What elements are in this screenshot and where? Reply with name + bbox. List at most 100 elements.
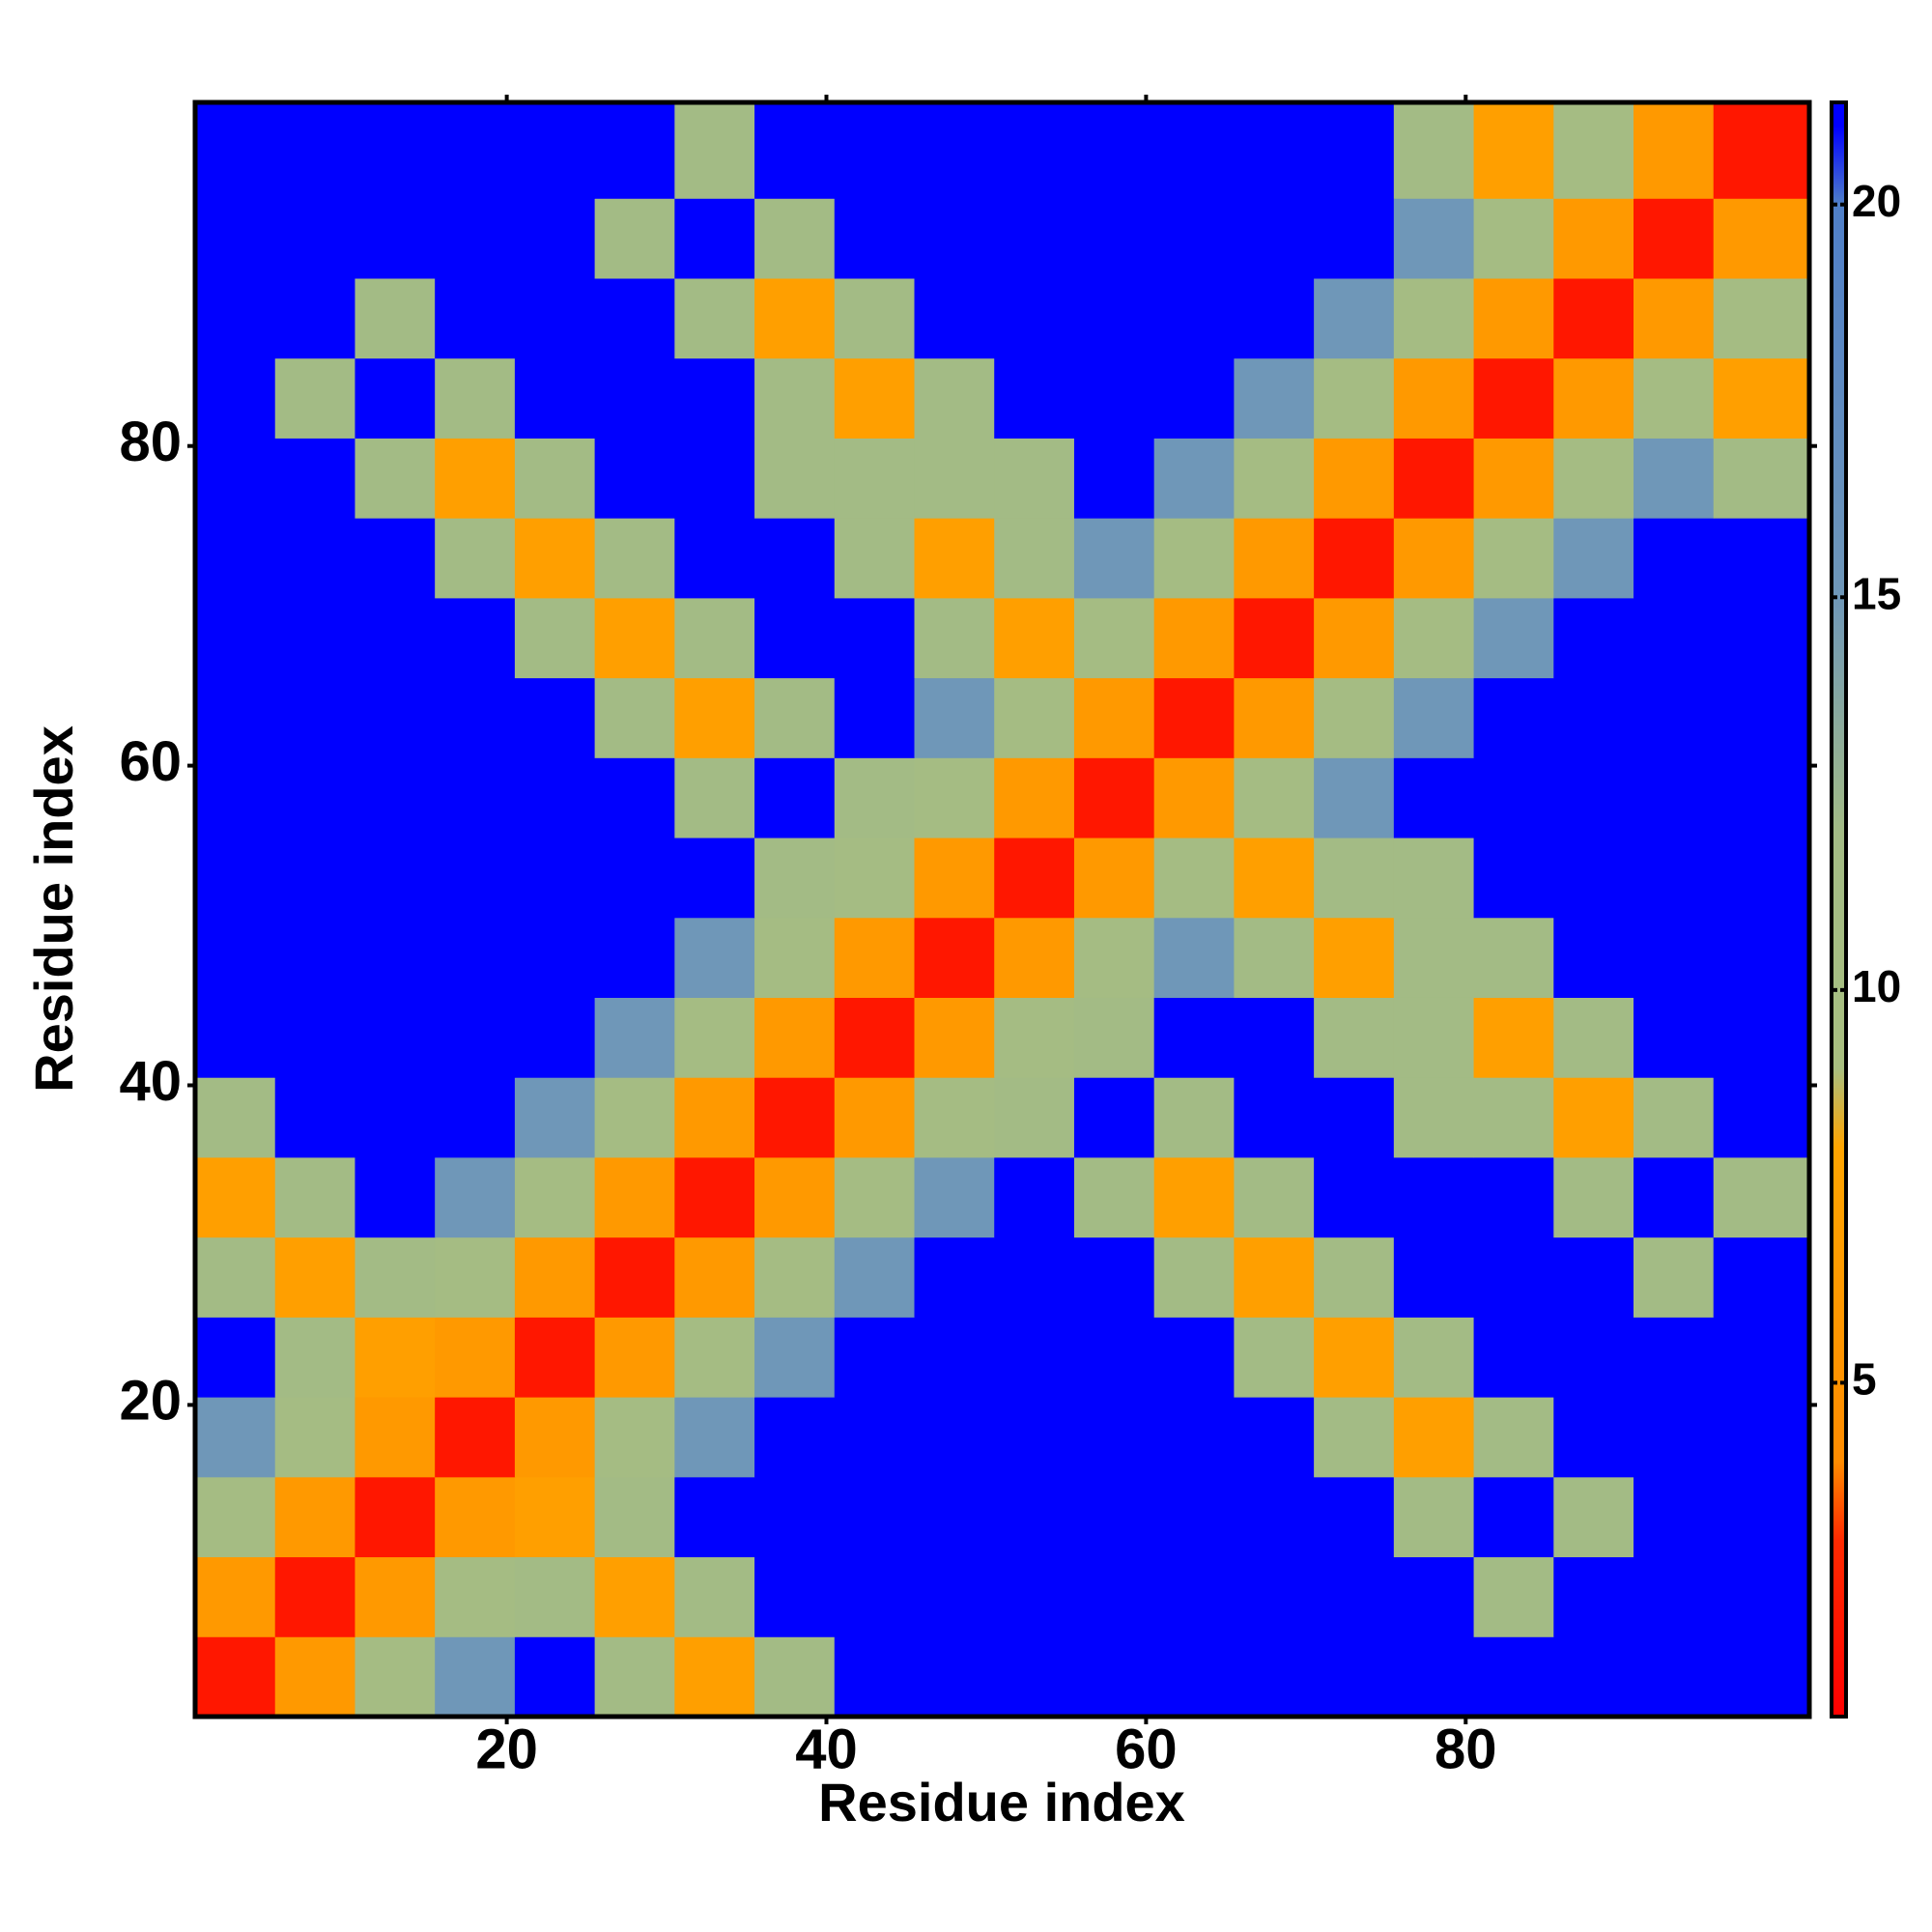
heatmap-cell xyxy=(754,357,836,439)
heatmap-cell xyxy=(1473,917,1554,998)
heatmap-cell xyxy=(514,1397,596,1478)
colorbar-tick-label: 10 xyxy=(1852,961,1901,1011)
heatmap-cell xyxy=(1073,1476,1155,1558)
heatmap-cell xyxy=(754,1556,836,1637)
heatmap-cell xyxy=(594,518,675,599)
heatmap-cell xyxy=(195,357,276,439)
heatmap-cell xyxy=(1153,838,1235,919)
heatmap-cell xyxy=(994,438,1075,519)
heatmap-cell xyxy=(754,1397,836,1478)
heatmap-cell xyxy=(1073,1236,1155,1318)
heatmap-cell xyxy=(355,1397,436,1478)
heatmap-cell xyxy=(355,518,436,599)
heatmap-cell xyxy=(754,277,836,359)
heatmap-cell xyxy=(1634,277,1715,359)
heatmap-cell xyxy=(195,917,276,998)
heatmap-cell xyxy=(514,757,596,838)
heatmap-cell xyxy=(594,917,675,998)
heatmap-cell xyxy=(1073,677,1155,758)
heatmap-cell xyxy=(1073,1556,1155,1637)
heatmap-cell xyxy=(754,1317,836,1398)
heatmap-cell xyxy=(1553,277,1634,359)
heatmap-cell xyxy=(1314,1236,1395,1318)
x-tick-label: 20 xyxy=(475,1718,538,1780)
heatmap-cell xyxy=(1153,1077,1235,1158)
heatmap-cell xyxy=(355,997,436,1078)
heatmap-cell xyxy=(914,357,995,439)
heatmap-cell xyxy=(914,1556,995,1637)
heatmap-cell xyxy=(834,1636,916,1718)
heatmap-cell xyxy=(754,677,836,758)
heatmap-cell xyxy=(1473,198,1554,279)
heatmap-cell xyxy=(274,1317,355,1398)
heatmap-cell xyxy=(1713,1156,1810,1238)
heatmap-cell xyxy=(994,1077,1075,1158)
heatmap-cell xyxy=(1473,757,1554,838)
y-tick-label: 40 xyxy=(119,1050,182,1113)
heatmap-cell xyxy=(1393,277,1475,359)
heatmap-cell xyxy=(1153,357,1235,439)
heatmap-cell xyxy=(514,1156,596,1238)
heatmap-cell xyxy=(1393,757,1475,838)
x-tick-label: 80 xyxy=(1435,1718,1497,1780)
heatmap-cell xyxy=(1073,277,1155,359)
heatmap-cell xyxy=(914,1236,995,1318)
heatmap-cell xyxy=(1634,357,1715,439)
heatmap-cell xyxy=(274,917,355,998)
heatmap-cell xyxy=(1393,997,1475,1078)
heatmap-cell xyxy=(914,757,995,838)
heatmap-cell xyxy=(674,677,755,758)
heatmap-cell xyxy=(1073,1317,1155,1398)
heatmap-cell xyxy=(1713,1556,1810,1637)
heatmap-cell xyxy=(1234,102,1315,199)
heatmap-cell xyxy=(1634,838,1715,919)
heatmap-cell xyxy=(274,597,355,679)
heatmap-cell xyxy=(1393,1556,1475,1637)
heatmap-cell xyxy=(914,1636,995,1718)
heatmap-cell xyxy=(1634,1156,1715,1238)
heatmap-cell xyxy=(1234,198,1315,279)
heatmap-cell xyxy=(274,1077,355,1158)
heatmap-cell xyxy=(594,597,675,679)
heatmap-cell xyxy=(1314,1156,1395,1238)
heatmap-cell xyxy=(514,357,596,439)
heatmap-cell xyxy=(355,677,436,758)
heatmap-cell xyxy=(355,1556,436,1637)
heatmap-cell xyxy=(1153,997,1235,1078)
heatmap-cell xyxy=(1473,1556,1554,1637)
heatmap-cell xyxy=(1314,198,1395,279)
x-tick-label: 60 xyxy=(1115,1718,1178,1780)
heatmap-cell xyxy=(1153,677,1235,758)
heatmap-cell xyxy=(1473,1156,1554,1238)
heatmap-cell xyxy=(1634,198,1715,279)
heatmap-cell xyxy=(1473,1317,1554,1398)
heatmap-cell xyxy=(1553,838,1634,919)
heatmap-cell xyxy=(435,757,516,838)
heatmap-cell xyxy=(1634,1636,1715,1718)
heatmap-cell xyxy=(994,1556,1075,1637)
heatmap-cell xyxy=(1634,1397,1715,1478)
heatmap-cell xyxy=(1713,597,1810,679)
heatmap-cell xyxy=(1073,438,1155,519)
heatmap-cell xyxy=(1314,997,1395,1078)
heatmap-cell xyxy=(994,357,1075,439)
x-axis-title: Residue index xyxy=(818,1772,1185,1833)
heatmap-cell xyxy=(274,1236,355,1318)
heatmap-cell xyxy=(1153,1556,1235,1637)
heatmap-cell xyxy=(1393,597,1475,679)
heatmap-cell xyxy=(435,677,516,758)
heatmap-cell xyxy=(1634,1236,1715,1318)
heatmap-cell xyxy=(674,102,755,199)
heatmap-cell xyxy=(1153,277,1235,359)
heatmap-cell xyxy=(1073,917,1155,998)
heatmap-cell xyxy=(1234,438,1315,519)
heatmap-cell xyxy=(514,917,596,998)
heatmap-cell xyxy=(1634,102,1715,199)
heatmap-cell xyxy=(1473,438,1554,519)
heatmap-cell xyxy=(1153,917,1235,998)
heatmap-cell xyxy=(1314,1476,1395,1558)
heatmap-cell xyxy=(274,997,355,1078)
heatmap-cell xyxy=(1713,917,1810,998)
heatmap-cell xyxy=(914,277,995,359)
heatmap-cell xyxy=(834,917,916,998)
